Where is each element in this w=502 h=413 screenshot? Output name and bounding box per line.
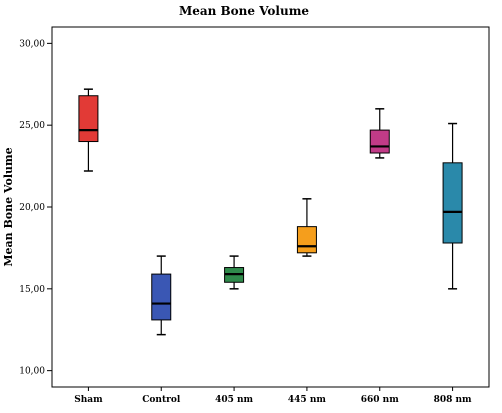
x-tick-label: 445 nm bbox=[288, 395, 326, 405]
box-660-nm bbox=[369, 108, 390, 159]
x-tick-label: 405 nm bbox=[215, 395, 253, 405]
box-808-nm bbox=[442, 122, 463, 290]
x-tick-label: 808 nm bbox=[434, 395, 472, 405]
iqr-box bbox=[442, 162, 463, 244]
x-axis: Sham Control 405 nm 445 nm 660 nm 808 nm bbox=[74, 387, 472, 405]
y-axis-label: Mean Bone Volume bbox=[2, 147, 15, 266]
box-405-nm bbox=[224, 255, 245, 290]
iqr-box bbox=[369, 129, 390, 154]
box-445-nm bbox=[296, 198, 317, 257]
plot-frame bbox=[51, 26, 490, 388]
y-axis: 10,00 15,00 20,00 25,00 30,00 bbox=[19, 39, 52, 377]
x-tick-label: Sham bbox=[74, 395, 103, 405]
y-tick-label: 15,00 bbox=[19, 285, 45, 295]
iqr-box bbox=[78, 95, 99, 143]
iqr-box bbox=[151, 273, 172, 321]
chart-title: Mean Bone Volume bbox=[179, 4, 309, 18]
y-tick-label: 20,00 bbox=[19, 203, 45, 213]
box-control bbox=[151, 255, 172, 336]
boxes-group bbox=[78, 88, 463, 336]
x-tick-label: Control bbox=[142, 395, 181, 405]
y-tick-label: 25,00 bbox=[19, 121, 45, 131]
x-tick-label: 660 nm bbox=[361, 395, 399, 405]
box-sham bbox=[78, 88, 99, 172]
y-tick-label: 30,00 bbox=[19, 39, 45, 49]
iqr-box bbox=[296, 226, 317, 254]
y-tick-label: 10,00 bbox=[19, 367, 45, 377]
